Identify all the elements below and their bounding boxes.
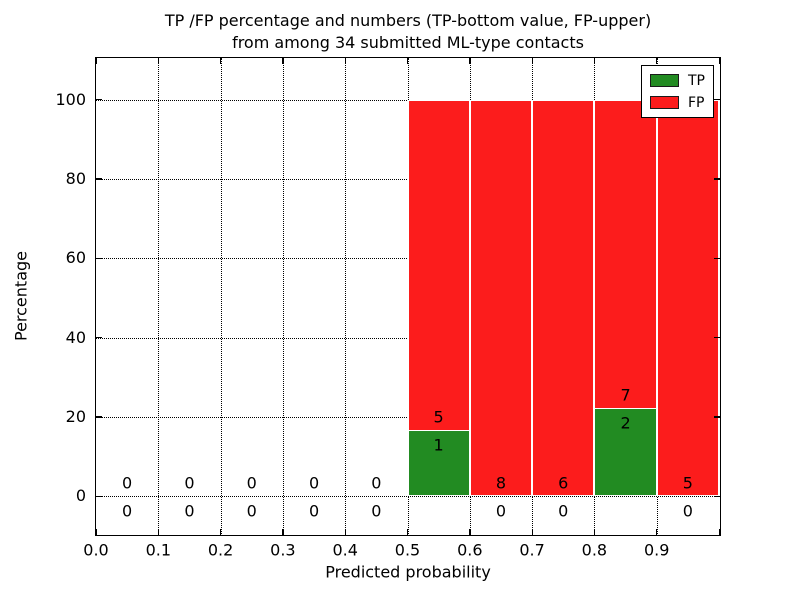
x-axis-tick [344,58,346,64]
y-axis-tick [96,178,102,180]
bar-count-label-fp: 0 [308,473,320,493]
x-axis-tick [95,58,97,64]
bar-count-label-fp: 8 [495,473,507,493]
x-axis-tick [157,58,160,64]
bar-segment-fp [532,99,595,497]
x-axis-tick [718,58,720,64]
x-tick-label: 0.2 [207,540,234,560]
legend-item: TP [650,70,705,91]
x-axis-tick [531,58,533,64]
legend-swatch [650,96,679,109]
y-axis-tick [714,99,720,101]
x-axis-tick [282,529,284,535]
y-axis-tick [714,257,720,260]
bar-count-label-tp: 0 [495,501,507,521]
legend-swatch [650,74,679,87]
y-tick-label: 0 [75,486,86,506]
bar-count-label-tp: 0 [371,501,382,521]
x-axis-tick [407,58,409,64]
y-tick-label: 20 [65,406,86,426]
x-axis-tick [531,529,533,535]
y-axis-tick [96,337,102,339]
y-tick-label: 40 [65,327,86,347]
y-tick-label: 100 [55,89,86,109]
y-axis-tick [714,337,720,339]
y-axis-tick [714,178,720,180]
x-axis-tick [282,58,284,64]
chart-title-line2: from among 34 submitted ML-type contacts [232,33,584,52]
x-tick-label: 0.5 [394,540,421,560]
x-axis-tick [656,529,658,535]
bar-count-label-fp: 0 [122,473,133,493]
x-tick-label: 0.6 [457,540,483,560]
gridline-vertical [220,58,222,534]
x-tick-label: 0.7 [519,540,545,560]
chart-title: TP /FP percentage and numbers (TP-bottom… [96,10,720,54]
x-tick-label: 0.3 [270,540,296,560]
y-tick-label: 80 [65,168,86,188]
y-axis-tick [96,257,102,260]
x-tick-label: 0.0 [83,540,109,560]
bar-count-label-fp: 5 [682,473,693,493]
bar-count-label-tp: 0 [308,501,320,521]
bar-count-label-fp: 0 [184,473,195,493]
x-axis-tick [157,529,160,535]
bar-count-label-fp: 7 [620,385,631,405]
bar-count-label-fp: 0 [371,473,382,493]
x-axis-tick [469,58,471,64]
bar-segment-fp [656,99,719,497]
x-axis-tick [593,529,596,535]
legend-label: TP [688,72,705,89]
bar-count-label-tp: 1 [433,435,444,455]
x-tick-label: 0.1 [145,540,172,560]
x-tick-label: 0.9 [643,540,670,560]
y-axis-tick [96,99,102,101]
bar-segment-tp [594,408,657,497]
gridline-vertical [282,58,284,534]
bar-count-label-fp: 5 [433,407,444,427]
x-axis-tick [656,58,658,64]
bar-count-label-fp: 6 [558,473,569,493]
x-axis-tick [593,58,596,64]
y-tick-label: 60 [65,248,86,268]
x-axis-tick [344,529,346,535]
bar-count-label-tp: 0 [682,501,693,521]
bar-count-label-tp: 0 [122,501,133,521]
bar-count-label-tp: 0 [246,501,257,521]
bar-segment-fp [469,99,533,497]
x-axis-tick [220,58,222,64]
bar-count-label-tp: 0 [184,501,195,521]
y-axis-tick [714,495,720,498]
y-axis-tick [96,495,102,498]
x-axis-tick [469,529,471,535]
legend-item: FP [650,92,705,113]
bar-count-label-tp: 2 [620,413,631,433]
bar-segment-tp [407,430,470,497]
bar-count-label-fp: 0 [246,473,257,493]
legend: TP FP [641,65,714,118]
y-axis-tick [714,416,720,418]
x-axis-tick [407,529,409,535]
gridline-vertical [158,58,160,534]
chart-title-line1: TP /FP percentage and numbers (TP-bottom… [164,11,652,30]
x-tick-label: 0.4 [332,540,358,560]
plot-area: TP FP 0 0 0 0 0 0 0 0 0 0 5 1 8 0 6 0 7 2 5 0 0.0 0.1 0.2 0.3 0.4… [55,57,721,560]
bar-count-label-tp: 0 [558,501,569,521]
gridline-vertical [345,58,347,534]
x-axis-tick [95,529,97,535]
y-axis-tick [96,416,102,418]
x-tick-label: 0.8 [581,540,608,560]
x-axis-label: Predicted probability [325,562,491,582]
x-axis-tick [718,529,720,535]
x-axis-tick [220,529,222,535]
legend-label: FP [688,94,705,111]
